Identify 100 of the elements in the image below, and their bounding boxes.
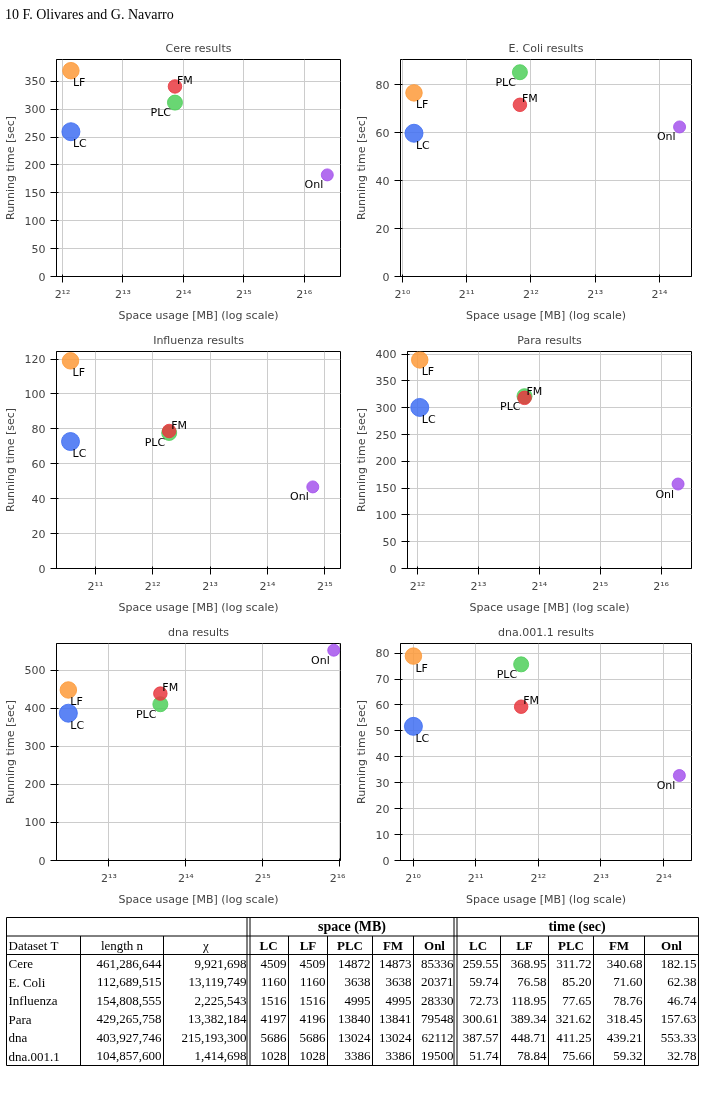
text: 368.95 — [510, 955, 547, 971]
y-tick-label: 350 — [375, 374, 397, 388]
text: 14873 — [379, 955, 412, 971]
series-label: FM — [176, 73, 193, 87]
text: 59.74 — [469, 974, 499, 990]
x-tick-label: 2¹⁴ — [655, 871, 673, 885]
x-tick-label: 2¹³ — [100, 871, 117, 885]
category-label: LF — [516, 937, 533, 953]
series-label: FM — [162, 681, 179, 695]
text: 13024 — [338, 1029, 371, 1045]
series-label: FM — [521, 92, 538, 106]
category-label: Cere — [8, 956, 34, 972]
series-label: FM — [523, 694, 539, 708]
x-axis-title: Space usage [MB] (log scale) — [465, 308, 627, 322]
series-label: PLC — [150, 106, 172, 120]
text: 13,382,184 — [188, 1011, 247, 1027]
text: 51.74 — [469, 1048, 499, 1064]
y-axis-title: Running time [sec] — [3, 699, 17, 805]
y-tick-label: 20 — [31, 527, 46, 541]
x-tick-label: 2¹¹ — [467, 871, 484, 885]
text: 9,921,698 — [194, 955, 247, 971]
x-axis-title: Space usage [MB] (log scale) — [118, 308, 279, 322]
y-axis-title: Running time [sec] — [354, 115, 368, 221]
text: 429,265,758 — [96, 1011, 162, 1027]
y-tick-label: 300 — [375, 401, 397, 415]
series-label: LF — [421, 365, 435, 379]
y-tick-label: 200 — [24, 158, 46, 172]
y-tick-label: 60 — [31, 457, 46, 471]
text: 403,927,746 — [96, 1029, 162, 1045]
y-tick-label: 20 — [375, 802, 390, 816]
text: 77.65 — [562, 992, 592, 1008]
x-tick-label: 2¹⁴ — [175, 287, 192, 301]
y-tick-label: 60 — [375, 698, 390, 712]
category-label: PLC — [558, 937, 584, 953]
y-tick-label: 70 — [375, 673, 390, 687]
text: 3638 — [385, 974, 412, 990]
x-tick-label: 2¹³ — [593, 871, 609, 885]
text: 13024 — [379, 1029, 412, 1045]
x-tick-label: 2¹⁶ — [329, 871, 347, 885]
text: 157.63 — [660, 1011, 697, 1027]
y-tick-label: 100 — [24, 214, 46, 228]
x-tick-label: 2¹¹ — [458, 287, 475, 301]
x-axis-title: Space usage [MB] (log scale) — [118, 892, 279, 906]
text: time (sec) — [548, 919, 606, 936]
x-tick-label: 2¹³ — [470, 579, 487, 593]
text: 112,689,515 — [96, 974, 162, 990]
y-tick-label: 300 — [24, 103, 46, 117]
text: 340.68 — [606, 955, 643, 971]
x-tick-label: 2¹² — [530, 871, 547, 885]
x-tick-label: 2¹⁰ — [394, 287, 411, 301]
y-tick-label: 80 — [375, 647, 390, 661]
y-tick-label: 0 — [38, 854, 46, 868]
y-tick-label: 200 — [375, 455, 397, 469]
x-tick-label: 2¹² — [54, 287, 71, 301]
series-label: LC — [415, 731, 430, 745]
text: 72.73 — [469, 992, 499, 1008]
chart-title: dna.001.1 results — [497, 625, 595, 639]
text: 1,414,698 — [194, 1048, 247, 1064]
x-tick-label: 2¹² — [144, 579, 161, 593]
series-label: PLC — [495, 75, 517, 89]
category-label: Dataset T — [8, 937, 59, 953]
text: 553.33 — [660, 1029, 697, 1045]
x-tick-label: 2¹⁵ — [316, 579, 333, 593]
series-label: PLC — [144, 436, 166, 450]
series-label: Onl — [311, 653, 330, 667]
text: 3386 — [385, 1048, 412, 1064]
y-tick-label: 40 — [31, 492, 46, 506]
text: space (MB) — [317, 919, 387, 936]
series-label: LF — [415, 98, 429, 112]
x-tick-label: 2¹⁴ — [259, 579, 276, 593]
y-tick-label: 250 — [375, 428, 397, 442]
category-label: LC — [468, 937, 488, 953]
y-tick-label: 10 — [375, 828, 390, 842]
text: 4196 — [299, 1011, 326, 1027]
text: 448.71 — [510, 1029, 547, 1045]
series-label: LC — [421, 412, 436, 426]
x-tick-label: 2¹⁶ — [653, 579, 670, 593]
y-tick-label: 400 — [24, 702, 46, 716]
y-tick-label: 400 — [375, 348, 397, 362]
series-label: Onl — [290, 490, 309, 504]
y-tick-label: 300 — [24, 740, 46, 754]
text: 28330 — [421, 992, 454, 1008]
text: 4995 — [344, 992, 371, 1008]
series-label: Onl — [656, 130, 676, 144]
y-tick-label: 100 — [24, 387, 46, 401]
chart-title: Influenza results — [153, 333, 245, 347]
x-tick-label: 2¹⁶ — [296, 287, 313, 301]
text: 104,857,600 — [96, 1048, 162, 1064]
category-label: dna.001.1 — [8, 1048, 60, 1064]
category-label: FM — [382, 937, 404, 953]
category-label: Onl — [424, 937, 446, 953]
y-tick-label: 40 — [375, 750, 390, 764]
y-axis-title: Running time [sec] — [3, 115, 17, 221]
text: 4509 — [299, 955, 326, 971]
x-tick-label: 2¹⁰ — [405, 871, 422, 885]
text: 62.38 — [667, 974, 697, 990]
x-tick-label: 2¹⁴ — [651, 287, 668, 301]
y-tick-label: 100 — [375, 508, 397, 522]
text: 79548 — [421, 1011, 454, 1027]
x-axis-title: Space usage [MB] (log scale) — [118, 600, 279, 614]
